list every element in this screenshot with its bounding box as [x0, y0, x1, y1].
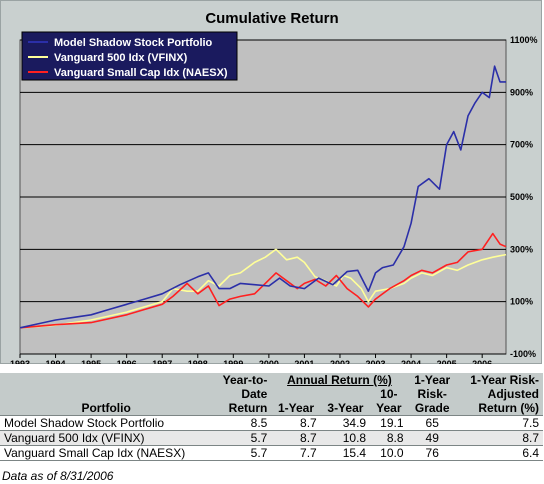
- header-ytd-line3: Return: [212, 401, 272, 416]
- row-1year: 8.7: [271, 415, 321, 431]
- row-risk-adjusted: 6.4: [456, 445, 543, 461]
- table-row: Model Shadow Stock Portfolio 8.5 8.7 34.…: [0, 415, 543, 431]
- x-tick-label: 2000: [259, 359, 279, 364]
- cumulative-return-chart: 1100% 900% 700% 500% 300% 100% -100% 1993 1994 1…: [10, 31, 538, 364]
- x-tick-label: 2002: [330, 359, 350, 364]
- table-header-row-1: Year-to- Annual Return (%) 1-Year 1-Year…: [0, 373, 543, 387]
- x-tick-label: 2005: [437, 359, 457, 364]
- header-1year: 1-Year: [271, 401, 321, 416]
- y-tick-label: 700%: [510, 140, 533, 150]
- chart-legend: Model Shadow Stock Portfolio Vanguard 500…: [21, 31, 238, 81]
- performance-table: Year-to- Annual Return (%) 1-Year 1-Year…: [0, 373, 543, 461]
- header-10year-line2: Year: [370, 401, 408, 416]
- row-3year: 34.9: [320, 415, 371, 431]
- series-line-2: [19, 248, 507, 329]
- table-header-row-3: Portfolio Return 1-Year 3-Year Year Grad…: [0, 401, 543, 416]
- row-10year: 8.8: [370, 430, 408, 446]
- chart-title: Cumulative Return: [205, 10, 339, 27]
- table-row: Vanguard Small Cap Idx (NAESX) 5.7 7.7 1…: [0, 445, 543, 461]
- row-ytd: 5.7: [212, 430, 272, 446]
- header-ytd-line1: Year-to-: [222, 373, 268, 387]
- header-risk-adj-line2: Adjusted: [487, 387, 539, 401]
- x-tick-label: 1999: [223, 359, 243, 364]
- row-1year: 8.7: [271, 430, 321, 446]
- row-portfolio-name: Model Shadow Stock Portfolio: [0, 415, 213, 431]
- y-tick-label: 300%: [510, 244, 533, 254]
- data-date-note: Data as of 8/31/2006: [2, 469, 114, 483]
- y-tick-label: 900%: [510, 87, 533, 97]
- row-risk-grade: 49: [407, 430, 457, 446]
- x-tick-label: 1998: [188, 359, 208, 364]
- series-line-3: [19, 232, 507, 329]
- header-risk-adj-line1: 1-Year Risk-: [470, 373, 539, 387]
- row-3year: 15.4: [320, 445, 371, 461]
- row-ytd: 5.7: [212, 445, 272, 461]
- header-3year: 3-Year: [320, 401, 371, 416]
- header-risk-line2: Risk-: [417, 387, 447, 401]
- table-row: Vanguard 500 Idx (VFINX) 5.7 8.7 10.8 8.…: [0, 430, 543, 446]
- row-10year: 19.1: [370, 415, 408, 431]
- x-tick-label: 1994: [46, 359, 66, 364]
- row-1year: 7.7: [271, 445, 321, 461]
- legend-label: Model Shadow Stock Portfolio: [54, 37, 213, 49]
- header-risk-line3: Grade: [407, 401, 457, 416]
- x-tick-label: 2001: [294, 359, 314, 364]
- series-line-1: [19, 65, 506, 329]
- row-10year: 10.0: [370, 445, 408, 461]
- x-tick-label: 1996: [117, 359, 137, 364]
- row-3year: 10.8: [320, 430, 371, 446]
- y-tick-label: -100%: [510, 349, 536, 359]
- row-portfolio-name: Vanguard 500 Idx (VFINX): [0, 430, 213, 446]
- x-tick-label: 1995: [81, 359, 101, 364]
- y-tick-label: 100%: [510, 297, 533, 307]
- row-portfolio-name: Vanguard Small Cap Idx (NAESX): [0, 445, 213, 461]
- header-annual-return-group: Annual Return (%): [287, 373, 392, 387]
- row-risk-adjusted: 7.5: [456, 415, 543, 431]
- row-risk-adjusted: 8.7: [456, 430, 543, 446]
- header-10year-line1: 10-: [380, 387, 398, 401]
- x-tick-label: 1993: [10, 359, 30, 364]
- legend-box: [21, 31, 238, 81]
- legend-label: Vanguard 500 Idx (VFINX): [54, 52, 188, 64]
- y-tick-label: 500%: [510, 192, 533, 202]
- header-portfolio: Portfolio: [0, 401, 213, 416]
- table-header-row-2: Date 10- Risk- Adjusted: [0, 387, 543, 401]
- x-tick-label: 2004: [401, 359, 421, 364]
- legend-label: Vanguard Small Cap Idx (NAESX): [54, 67, 228, 79]
- header-ytd-line2: Date: [241, 387, 268, 401]
- row-ytd: 8.5: [212, 415, 272, 431]
- x-tick-label: 1997: [152, 359, 172, 364]
- x-tick-label: 2006: [472, 359, 492, 364]
- row-risk-grade: 76: [407, 445, 457, 461]
- header-risk-adj-line3: Return (%): [456, 401, 543, 416]
- x-tick-label: 2003: [366, 359, 386, 364]
- row-risk-grade: 65: [407, 415, 457, 431]
- header-risk-line1: 1-Year: [414, 373, 451, 387]
- y-tick-label: 1100%: [510, 35, 538, 45]
